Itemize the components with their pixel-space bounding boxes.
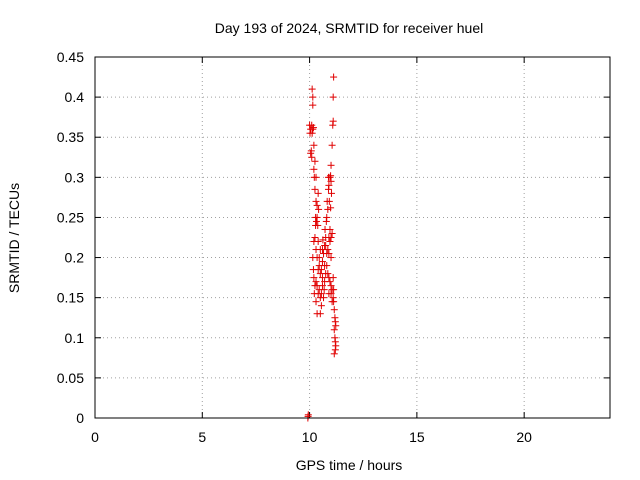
data-point [330,286,338,294]
data-point [318,274,326,282]
data-point [312,197,320,205]
x-tick-label: 20 [516,429,532,445]
data-point [325,181,333,189]
x-tick-label: 0 [91,429,99,445]
data-point [322,242,330,250]
data-point [310,141,318,149]
data-point [330,73,338,81]
x-tick-label: 15 [409,429,425,445]
y-tick-label: 0.3 [65,169,85,185]
x-axis-label: GPS time / hours [296,457,403,473]
data-point [311,157,319,165]
data-point [329,117,337,125]
data-point [323,250,331,258]
data-point [322,270,330,278]
data-point [316,246,324,254]
data-point [321,278,329,286]
data-point [323,213,331,221]
data-point [309,125,317,133]
axis-ticks: 0 0.05 0.1 0.15 0.2 0.25 0.3 0.35 0.4 0.45 0 5 10 15 2… [57,49,610,445]
data-point [308,129,316,137]
data-point [321,262,329,270]
data-point [318,282,326,290]
data-point [317,290,325,298]
data-point [319,236,327,244]
data-point [312,298,320,306]
grid-lines [95,57,610,418]
x-tick-label: 10 [302,429,318,445]
y-tick-label: 0.15 [57,290,84,306]
data-point [330,326,338,334]
data-point [308,153,316,161]
y-tick-label: 0.05 [57,370,84,386]
data-point [312,278,320,286]
data-point [327,290,335,298]
data-point [320,294,328,302]
data-point [327,254,335,262]
data-point [310,290,318,298]
data-point [320,286,328,294]
data-point [329,93,337,101]
y-tick-label: 0.45 [57,49,84,65]
y-tick-label: 0.25 [57,209,84,225]
data-point [312,217,320,225]
data-point [312,173,320,181]
data-point [324,173,332,181]
data-point [326,238,334,246]
data-point [317,302,325,310]
data-point [307,149,315,157]
chart-title: Day 193 of 2024, SRMTID for receiver hue… [215,20,483,36]
data-point [330,350,338,358]
data-point [315,254,323,262]
data-point [311,185,319,193]
data-points [304,73,340,422]
data-point [311,234,319,241]
data-point [314,189,322,197]
data-point [318,258,326,266]
data-point [327,189,335,197]
data-point [304,411,312,419]
data-point [309,101,317,109]
data-point [325,197,333,205]
data-point [311,282,319,290]
y-tick-label: 0.2 [65,250,85,266]
data-point [310,165,318,173]
y-tick-label: 0.35 [57,129,84,145]
data-point [310,274,318,282]
data-point [309,266,317,274]
data-point [312,221,320,229]
data-point [309,254,317,262]
data-point [315,205,323,213]
data-point [328,298,336,306]
data-point [309,124,317,132]
data-point [331,346,339,354]
data-point [310,238,318,246]
y-tick-label: 0 [76,410,84,426]
data-point [332,322,340,330]
y-tick-label: 0.1 [65,330,85,346]
data-point [327,234,335,241]
data-point [330,306,338,314]
data-point [313,201,321,209]
data-point [328,141,336,149]
data-point [326,225,334,233]
data-point [327,282,335,290]
data-point [327,161,335,169]
y-tick-label: 0.4 [65,89,85,105]
data-point [329,274,337,282]
data-point [316,310,324,318]
data-point [313,213,321,221]
data-point [328,229,336,237]
data-point [308,85,316,93]
x-tick-label: 5 [198,429,206,445]
data-point [309,93,317,101]
y-axis-label: SRMTID / TECUs [6,183,22,293]
data-point [327,204,335,212]
data-point [317,266,325,274]
plot-frame [94,56,611,419]
